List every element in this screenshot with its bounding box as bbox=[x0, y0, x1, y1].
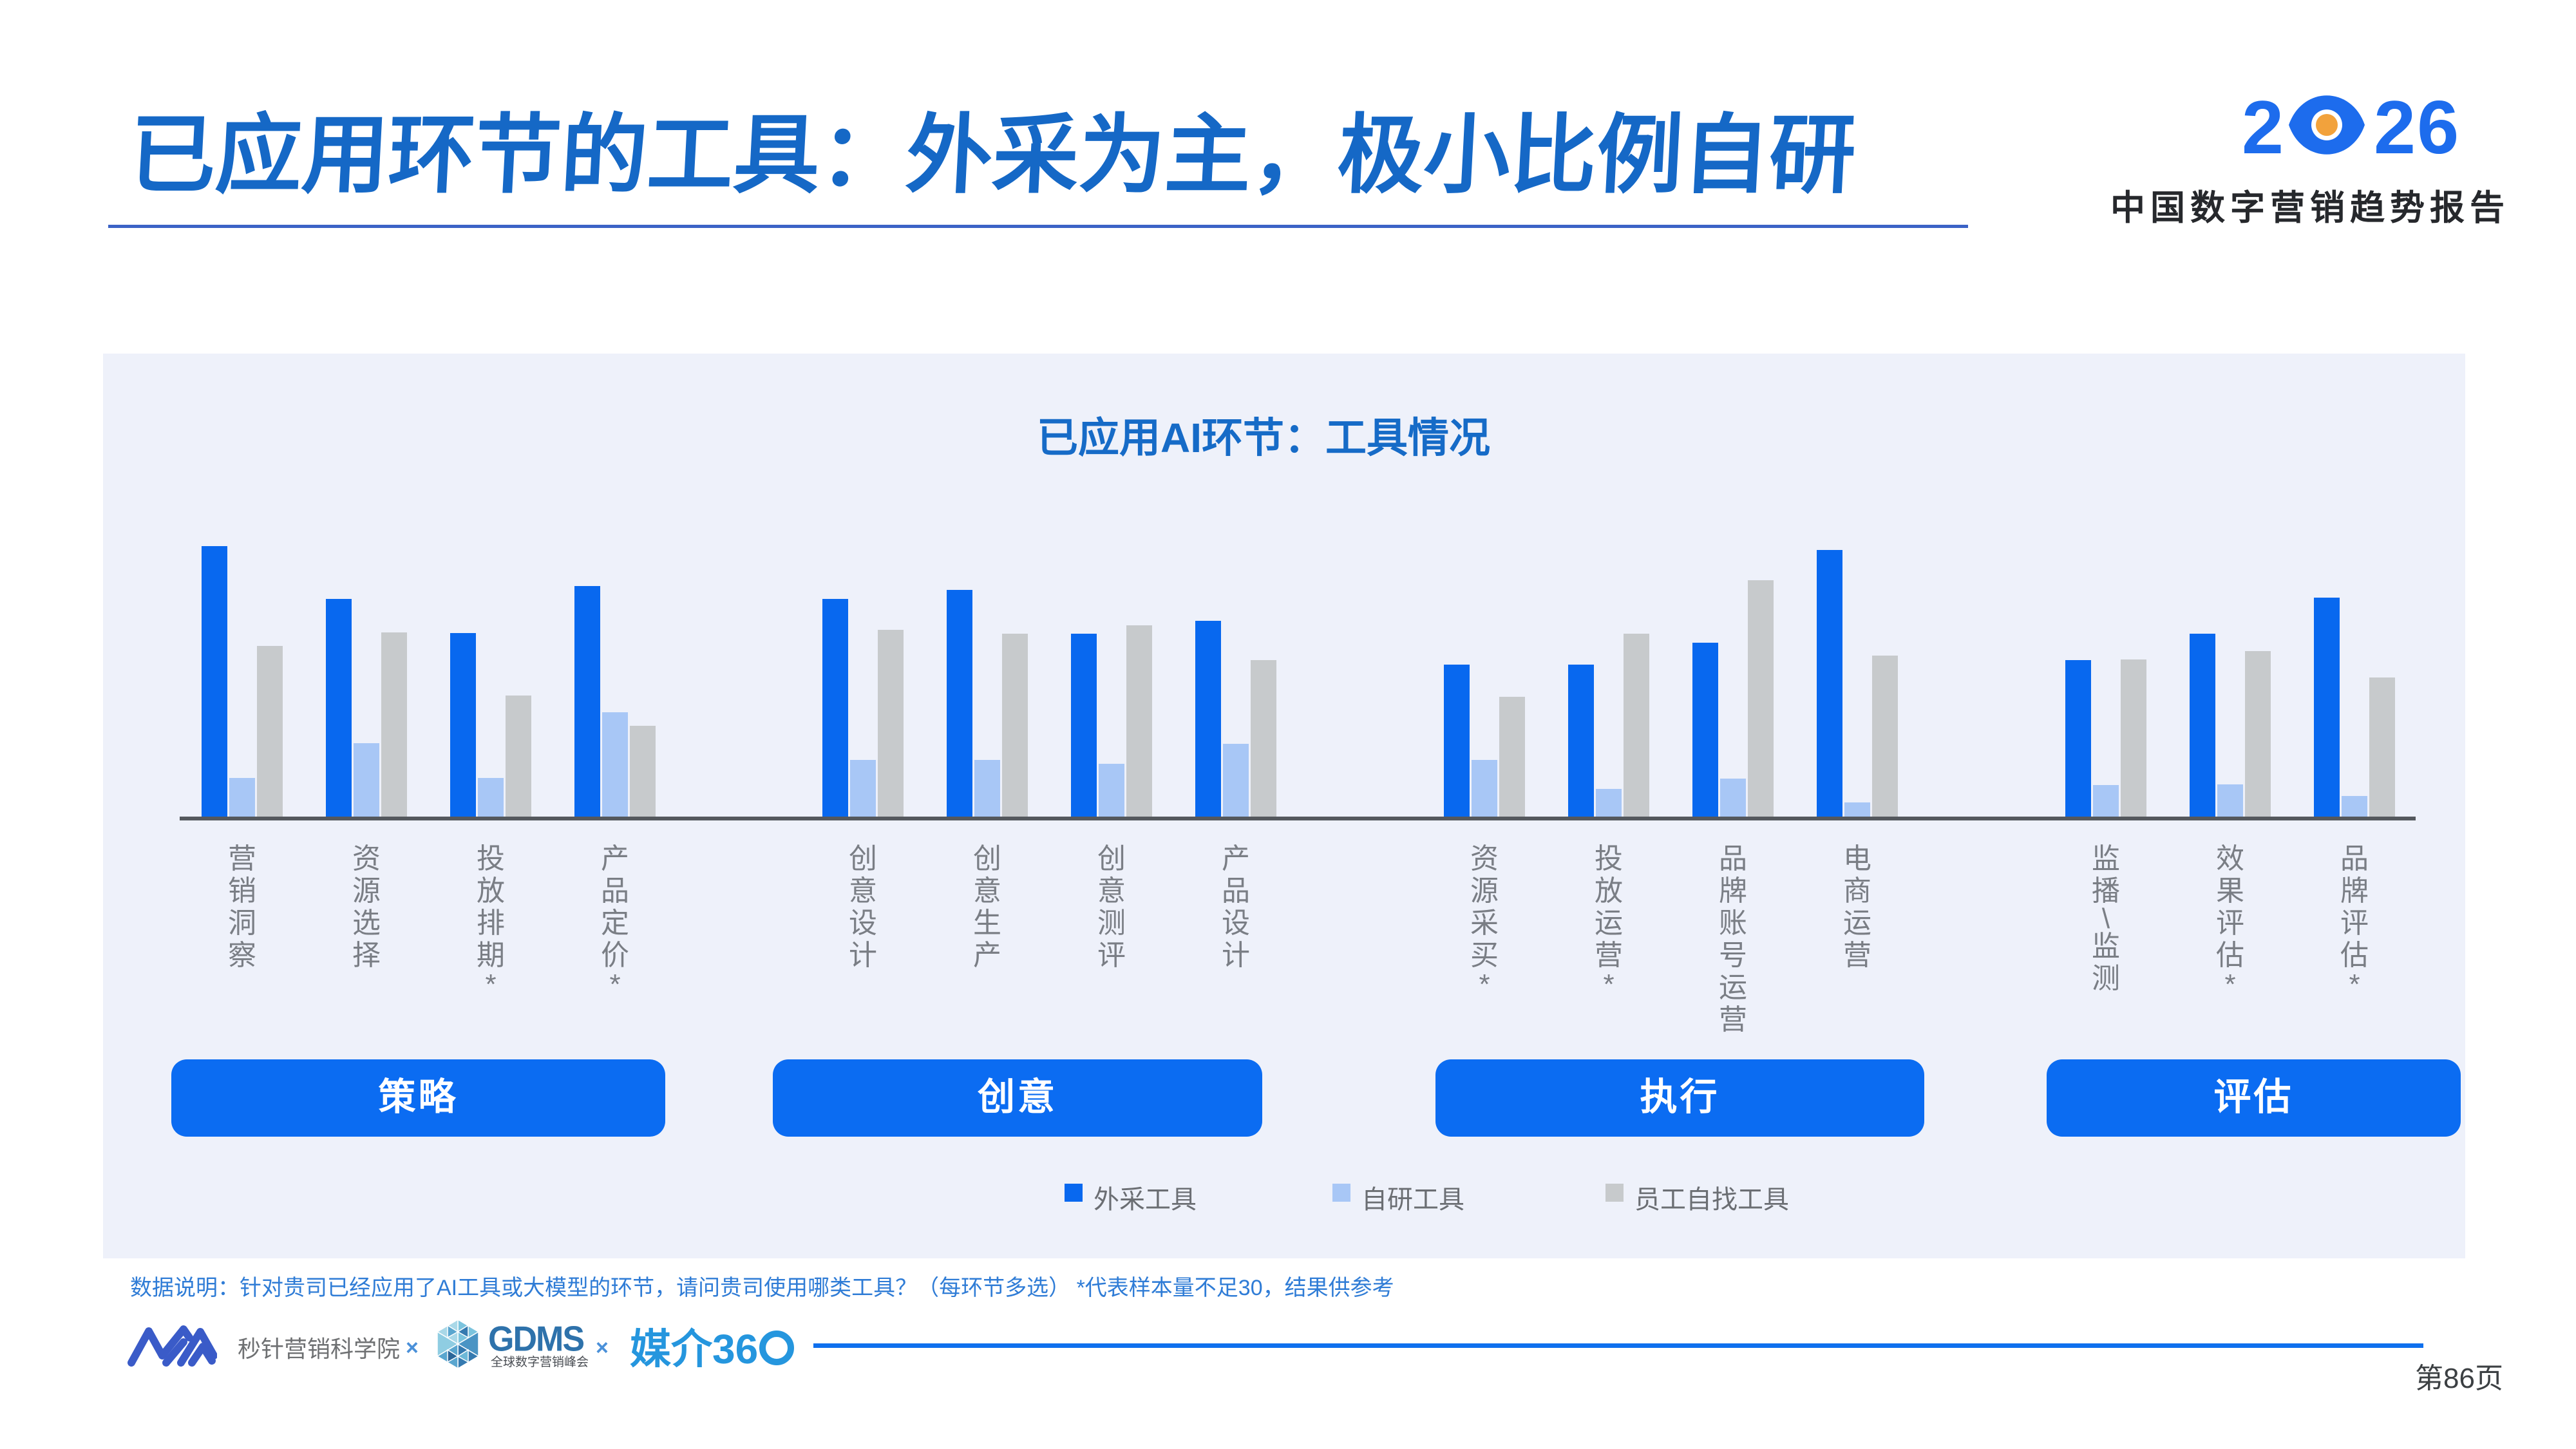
svg-text:2: 2 bbox=[2242, 89, 2284, 160]
svg-text:26: 26 bbox=[2374, 89, 2460, 160]
